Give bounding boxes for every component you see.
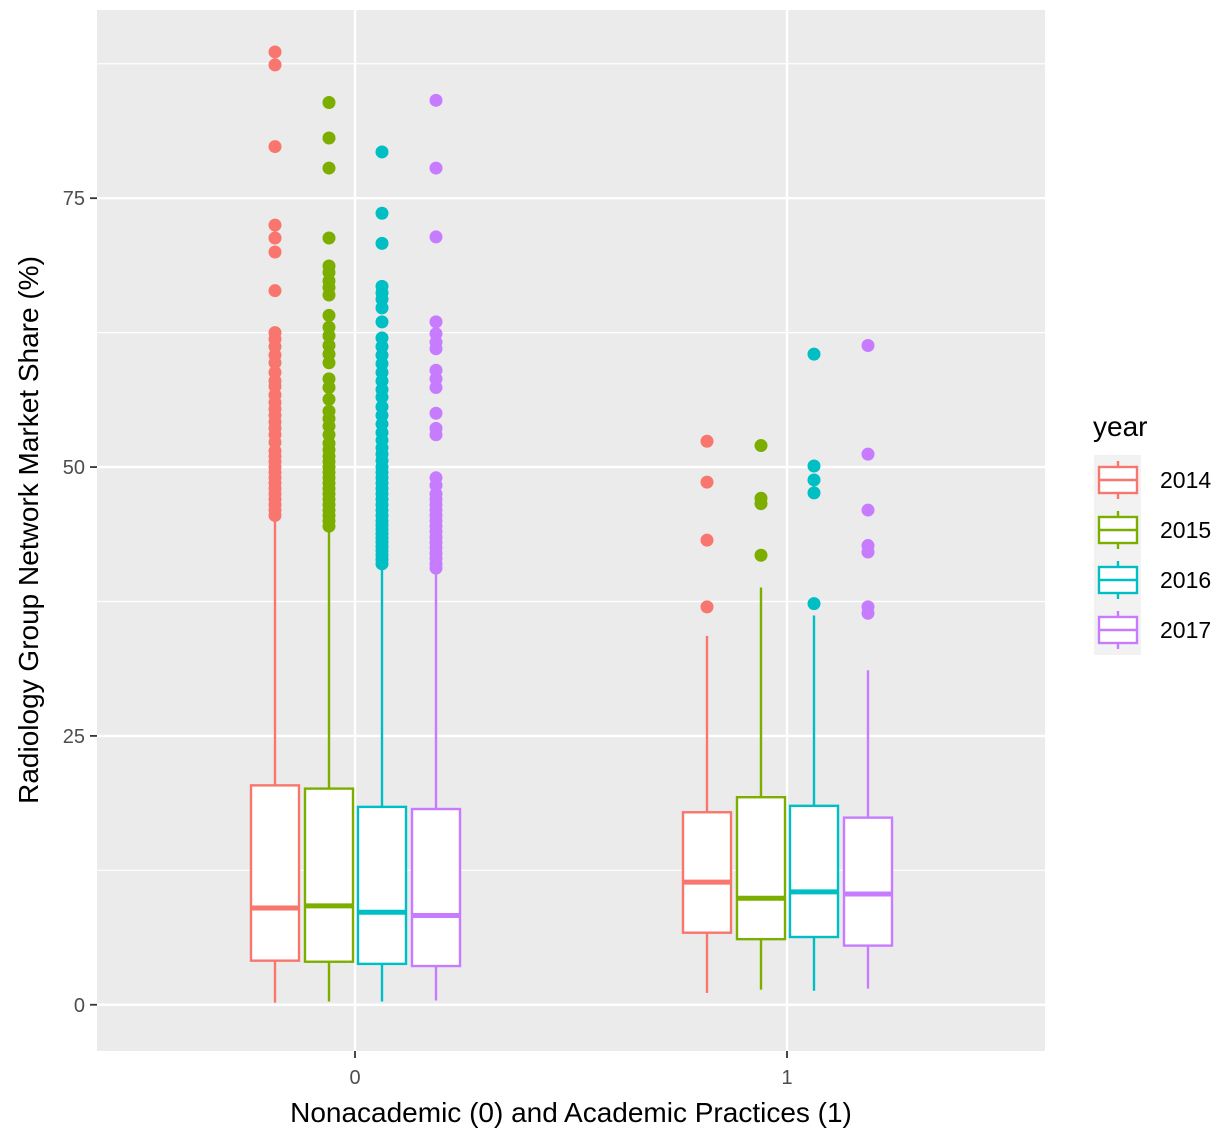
outlier-point: [429, 230, 443, 244]
outlier-point: [700, 600, 714, 614]
outlier-point: [861, 339, 875, 353]
boxes-layer: [249, 45, 894, 1003]
outlier-point: [807, 597, 821, 611]
outlier-point: [322, 339, 336, 353]
box-body: [842, 816, 894, 947]
outlier-point: [807, 347, 821, 361]
outlier-point: [268, 365, 282, 379]
y-axis-title: Radiology Group Network Market Share (%): [13, 256, 44, 804]
outlier-point: [322, 259, 336, 273]
grid-lines: [97, 10, 1045, 1051]
outlier-point: [268, 218, 282, 232]
outlier-point: [375, 236, 389, 250]
legend-label: 2016: [1160, 567, 1211, 593]
outlier-point: [268, 140, 282, 154]
y-tick-label: 25: [63, 726, 85, 748]
box-body: [249, 784, 301, 962]
outlier-point: [375, 400, 389, 414]
y-tick-label: 0: [74, 995, 85, 1017]
outlier-point: [322, 308, 336, 322]
box-2017-1: [842, 339, 894, 989]
x-axis-title: Nonacademic (0) and Academic Practices (…: [290, 1097, 852, 1128]
outlier-point: [322, 95, 336, 109]
box-2016-1: [788, 347, 840, 991]
box-body: [356, 805, 408, 966]
box-2015-1: [735, 439, 787, 990]
outlier-point: [429, 363, 443, 377]
box-2016-0: [356, 145, 408, 1002]
legend-item-2014: 2014: [1097, 461, 1211, 499]
outlier-point: [754, 491, 768, 505]
outlier-point: [429, 327, 443, 341]
x-tick-label: 1: [781, 1067, 792, 1089]
outlier-point: [807, 486, 821, 500]
outlier-point: [807, 459, 821, 473]
outlier-point: [861, 539, 875, 553]
outlier-point: [700, 434, 714, 448]
box-body: [410, 807, 462, 968]
outlier-point: [268, 326, 282, 340]
legend-label: 2015: [1160, 517, 1211, 543]
outlier-point: [429, 161, 443, 175]
outlier-point: [700, 533, 714, 547]
outlier-point: [268, 231, 282, 245]
box-2017-0: [410, 93, 462, 1001]
outlier-point: [268, 284, 282, 298]
box-body: [788, 804, 840, 939]
outlier-point: [375, 331, 389, 345]
legend-item-2017: 2017: [1097, 611, 1211, 649]
outlier-point: [322, 404, 336, 418]
box-body: [303, 787, 355, 963]
outlier-point: [322, 131, 336, 145]
outlier-point: [375, 145, 389, 159]
box-body: [735, 796, 787, 941]
outlier-point: [375, 279, 389, 293]
outlier-point: [375, 315, 389, 329]
outlier-point: [429, 421, 443, 435]
outlier-point: [429, 315, 443, 329]
outlier-point: [429, 93, 443, 107]
outlier-point: [754, 439, 768, 453]
box-2014-0: [249, 45, 301, 1003]
outlier-point: [429, 406, 443, 420]
outlier-point: [375, 206, 389, 220]
y-tick-label: 75: [63, 188, 85, 210]
outlier-point: [700, 475, 714, 489]
panel-background: [97, 10, 1045, 1051]
outlier-point: [429, 471, 443, 485]
legend-item-2016: 2016: [1097, 561, 1211, 599]
box-body: [681, 811, 733, 934]
axes-layer: Nonacademic (0) and Academic Practices (…: [13, 188, 852, 1128]
outlier-point: [322, 320, 336, 334]
outlier-point: [322, 161, 336, 175]
legend-item-2015: 2015: [1097, 511, 1211, 549]
outlier-point: [807, 473, 821, 487]
outlier-point: [322, 231, 336, 245]
y-tick-label: 50: [63, 457, 85, 479]
box-2015-0: [303, 95, 355, 1002]
outlier-point: [754, 548, 768, 562]
legend-label: 2017: [1160, 617, 1211, 643]
legend: year 2014 2015 2016 2017: [1093, 411, 1211, 655]
outlier-point: [268, 245, 282, 259]
box-2014-1: [681, 434, 733, 993]
outlier-point: [268, 45, 282, 59]
x-tick-label: 0: [349, 1067, 360, 1089]
outlier-point: [861, 447, 875, 461]
legend-label: 2014: [1160, 467, 1211, 493]
legend-title: year: [1093, 411, 1147, 442]
outlier-point: [861, 503, 875, 517]
outlier-point: [268, 58, 282, 72]
outlier-point: [322, 392, 336, 406]
outlier-point: [322, 372, 336, 386]
outlier-point: [861, 600, 875, 614]
